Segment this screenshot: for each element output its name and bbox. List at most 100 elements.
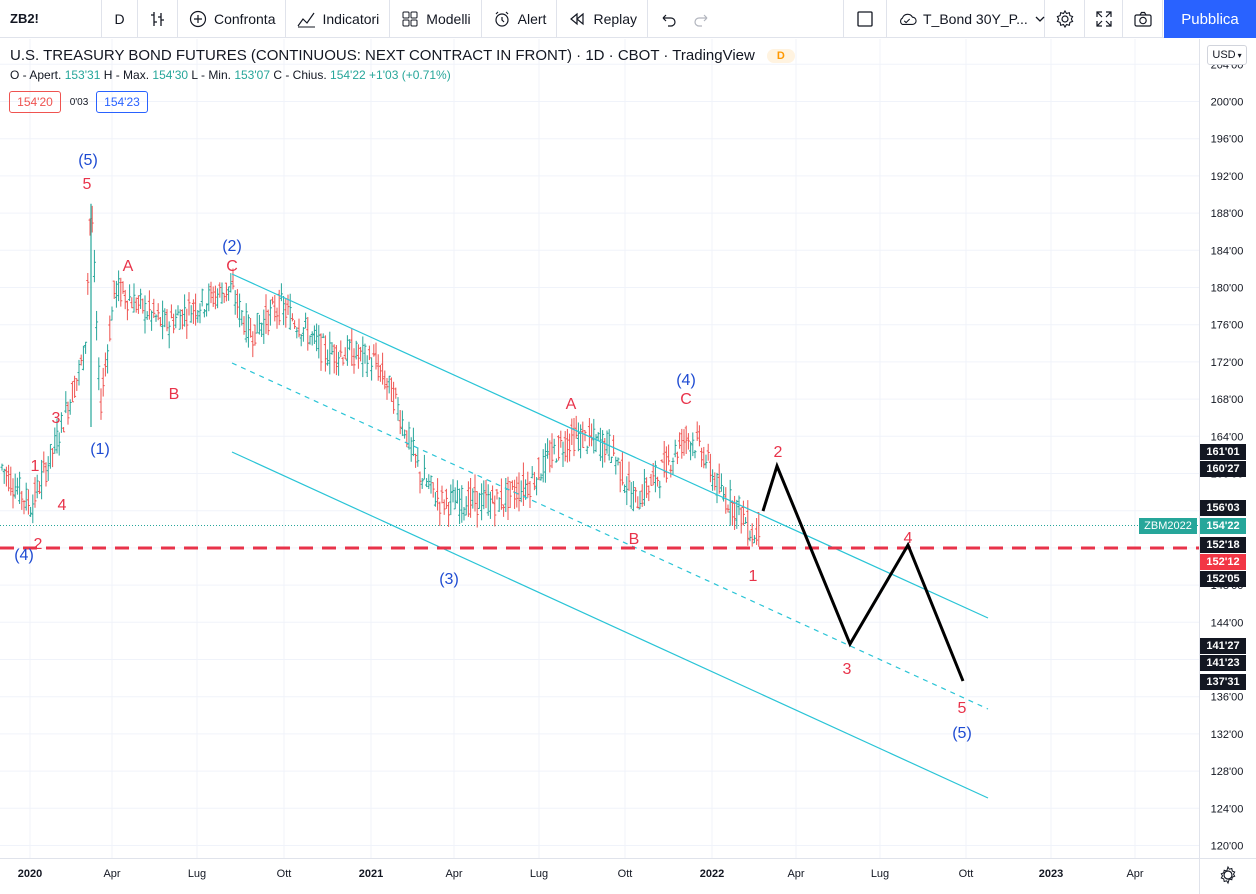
price-bar <box>354 340 358 360</box>
templates-button[interactable]: Modelli <box>390 0 482 38</box>
price-bar <box>169 304 173 319</box>
price-bar <box>491 485 495 504</box>
price-bar <box>147 290 151 320</box>
buy-button[interactable]: 154'23 <box>96 91 148 113</box>
indicators-button[interactable]: Indicatori <box>286 0 391 38</box>
price-bar <box>341 356 345 366</box>
compare-button[interactable]: Confronta <box>178 0 287 38</box>
price-bar <box>158 316 162 327</box>
wave-label[interactable]: A <box>566 396 577 413</box>
price-bar <box>286 294 290 315</box>
wave-label[interactable]: (5) <box>952 725 972 742</box>
wave-label[interactable]: 4 <box>58 497 67 514</box>
price-tick-label: 136'00 <box>1211 692 1244 704</box>
price-bar <box>209 281 213 304</box>
price-bar <box>367 345 371 361</box>
price-bar <box>11 478 15 509</box>
wave-label[interactable]: C <box>226 258 238 275</box>
symbol-search-button[interactable]: ZB2! <box>0 0 102 38</box>
price-bar <box>539 473 543 481</box>
snapshot-button[interactable] <box>1123 0 1163 38</box>
price-bar <box>255 312 259 334</box>
wave-label[interactable]: (2) <box>222 238 242 255</box>
alert-button[interactable]: Alert <box>482 0 558 38</box>
price-bar <box>334 345 338 376</box>
price-bar <box>755 517 759 545</box>
price-bar <box>376 354 380 381</box>
currency-selector[interactable]: USD ▾ <box>1207 45 1247 65</box>
price-bar <box>744 517 748 524</box>
time-tick-label: Apr <box>1126 868 1143 880</box>
wave-label[interactable]: B <box>629 531 640 548</box>
price-bar <box>330 342 334 355</box>
undo-redo-group <box>648 0 722 38</box>
price-bar <box>695 421 699 441</box>
wave-label[interactable]: C <box>680 391 692 408</box>
wave-label[interactable]: 3 <box>52 410 61 427</box>
wave-label[interactable]: A <box>123 258 134 275</box>
price-bar <box>112 280 116 299</box>
symbol-label: ZB2! <box>10 11 39 26</box>
undo-icon[interactable] <box>658 9 678 29</box>
layout-menu-button[interactable]: T_Bond 30Y_P... <box>887 0 1045 38</box>
price-bar <box>686 433 690 450</box>
wave-label[interactable]: 5 <box>83 176 92 193</box>
fullscreen-select-button[interactable] <box>843 0 887 38</box>
price-tick-label: 164'00 <box>1211 431 1244 443</box>
projection-path[interactable] <box>761 461 965 682</box>
price-bar <box>356 344 360 369</box>
axis-settings-icon[interactable] <box>1220 865 1236 885</box>
wave-label[interactable]: (4) <box>14 547 34 564</box>
price-bar <box>332 344 336 374</box>
price-bar <box>660 459 664 463</box>
wave-label[interactable]: 4 <box>904 530 913 547</box>
price-bar <box>453 487 457 510</box>
wave-label[interactable]: (3) <box>439 571 459 588</box>
price-bar <box>79 354 83 366</box>
wave-label[interactable]: 2 <box>34 536 43 553</box>
price-bar <box>66 401 70 425</box>
settings-button[interactable] <box>1045 0 1085 38</box>
chart-type-button[interactable] <box>138 0 178 38</box>
channel-upper-line[interactable] <box>231 273 989 619</box>
spread-label: 0'03 <box>69 96 89 108</box>
price-bar <box>691 432 695 457</box>
price-bar <box>554 458 558 463</box>
channel-mid-line[interactable] <box>231 362 989 710</box>
price-bar <box>728 479 732 526</box>
price-bar <box>218 282 222 298</box>
wave-label[interactable]: 5 <box>958 700 967 717</box>
interval-button[interactable]: D <box>102 0 138 38</box>
wave-label[interactable]: B <box>169 386 180 403</box>
wave-label[interactable]: 1 <box>31 458 40 475</box>
channel-lower-line[interactable] <box>231 451 989 799</box>
wave-label[interactable]: (5) <box>78 152 98 169</box>
open-value: 153'31 <box>64 68 101 82</box>
data-badge[interactable]: D <box>766 48 795 63</box>
wave-label[interactable]: (4) <box>676 372 696 389</box>
wave-label[interactable]: (1) <box>90 441 110 458</box>
price-bar <box>42 451 46 473</box>
wave-label[interactable]: 1 <box>749 568 758 585</box>
fullscreen-button[interactable] <box>1085 0 1123 38</box>
price-bar <box>579 424 583 459</box>
price-bar <box>647 485 651 502</box>
wave-label[interactable]: 3 <box>843 661 852 678</box>
price-bar <box>543 443 547 483</box>
price-bar <box>55 418 59 454</box>
price-bar <box>387 375 391 394</box>
price-bar <box>20 490 24 510</box>
price-axis-tag: 152'12 <box>1200 554 1246 570</box>
time-tick-label: 2021 <box>359 868 383 880</box>
replay-button[interactable]: Replay <box>557 0 649 38</box>
price-bar <box>561 441 565 468</box>
redo-icon[interactable] <box>692 9 712 29</box>
price-bar <box>704 454 708 469</box>
publish-button[interactable]: Pubblica <box>1164 0 1256 38</box>
sell-button[interactable]: 154'20 <box>9 91 61 113</box>
price-bar <box>363 343 367 364</box>
price-bar <box>449 484 453 516</box>
price-bar <box>352 348 356 374</box>
wave-label[interactable]: 2 <box>774 444 783 461</box>
